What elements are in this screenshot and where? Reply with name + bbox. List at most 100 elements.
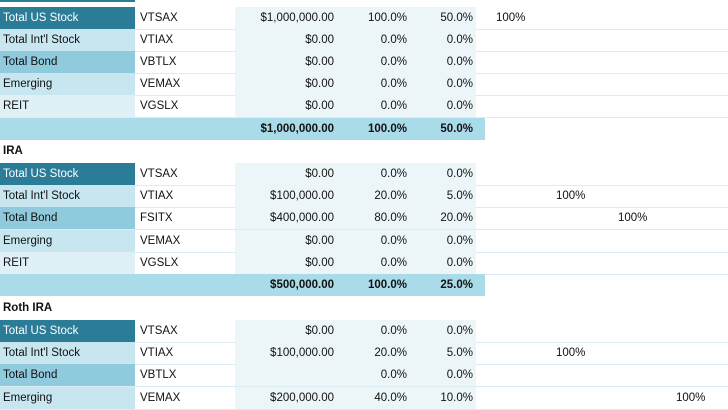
section-percent-cell[interactable]: 100.0% bbox=[337, 7, 410, 29]
total-percent-cell[interactable]: 50.0% bbox=[410, 7, 476, 29]
table-row: REIT VGSLX $0.00 0.0% 0.0% bbox=[0, 252, 728, 275]
total-amount-cell[interactable]: $500,000.00 bbox=[270, 279, 334, 291]
amount-cell[interactable]: $100,000.00 bbox=[235, 342, 337, 364]
ticker-cell[interactable]: VTIAX bbox=[140, 34, 174, 46]
section-percent-cell[interactable]: 80.0% bbox=[337, 207, 410, 229]
amount-cell[interactable]: $200,000.00 bbox=[235, 387, 337, 409]
amount-cell[interactable]: $1,000,000.00 bbox=[235, 7, 337, 29]
ticker-cell[interactable]: VBTLX bbox=[140, 56, 177, 68]
amount-cell[interactable]: $0.00 bbox=[235, 29, 337, 51]
table-row: REIT VGSLX $0.00 0.0% 0.0% bbox=[0, 95, 728, 118]
section-percent-cell[interactable]: 0.0% bbox=[337, 95, 410, 117]
asset-class-cell[interactable]: Total Bond bbox=[0, 207, 135, 229]
amount-cell[interactable]: $0.00 bbox=[235, 320, 337, 342]
amount-cell[interactable]: $0.00 bbox=[235, 252, 337, 274]
total-amount-cell[interactable]: $1,000,000.00 bbox=[260, 123, 334, 135]
section-percent-cell[interactable]: 0.0% bbox=[337, 320, 410, 342]
asset-class-cell[interactable]: Total Int'l Stock bbox=[0, 185, 135, 207]
total-percent-cell[interactable]: 0.0% bbox=[410, 163, 476, 185]
section-total-row: $500,000.00 100.0% 25.0% bbox=[0, 274, 485, 296]
total-percent-cell[interactable]: 0.0% bbox=[410, 73, 476, 95]
total-percent-cell[interactable]: 10.0% bbox=[410, 387, 476, 409]
total-percent-cell[interactable]: 0.0% bbox=[410, 252, 476, 274]
asset-class-cell[interactable]: Total Int'l Stock bbox=[0, 342, 135, 364]
asset-class-cell[interactable]: Emerging bbox=[0, 387, 135, 409]
total-percent-cell[interactable]: 0.0% bbox=[410, 29, 476, 51]
total-percent-cell[interactable]: 0.0% bbox=[410, 230, 476, 252]
total-percent-cell[interactable]: 20.0% bbox=[410, 207, 476, 229]
section-label: Roth IRA bbox=[3, 302, 53, 314]
total-section-percent-cell[interactable]: 100.0% bbox=[367, 279, 407, 291]
table-row: Total Bond VBTLX 0.0% 0.0% bbox=[0, 364, 728, 387]
table-row: Total Bond VBTLX $0.00 0.0% 0.0% bbox=[0, 51, 728, 74]
ticker-cell[interactable]: FSITX bbox=[140, 212, 173, 224]
table-row: Emerging VEMAX $0.00 0.0% 0.0% bbox=[0, 73, 728, 96]
total-percent-cell[interactable]: 0.0% bbox=[410, 95, 476, 117]
allocation-extra-cell[interactable]: 100% bbox=[676, 392, 706, 404]
section-percent-cell[interactable]: 0.0% bbox=[337, 364, 410, 386]
section-label: IRA bbox=[3, 145, 23, 157]
total-portfolio-percent-cell[interactable]: 25.0% bbox=[440, 279, 473, 291]
section-percent-cell[interactable]: 0.0% bbox=[337, 252, 410, 274]
allocation-extra-cell[interactable]: 100% bbox=[618, 212, 648, 224]
asset-class-cell[interactable]: Total US Stock bbox=[0, 163, 135, 185]
table-row: Total Bond FSITX $400,000.00 80.0% 20.0% 100% bbox=[0, 207, 728, 230]
asset-class-cell[interactable]: Total Bond bbox=[0, 364, 135, 386]
amount-cell[interactable]: $0.00 bbox=[235, 51, 337, 73]
section-percent-cell[interactable]: 20.0% bbox=[337, 185, 410, 207]
total-percent-cell[interactable]: 0.0% bbox=[410, 320, 476, 342]
total-percent-cell[interactable]: 5.0% bbox=[410, 185, 476, 207]
asset-class-cell[interactable]: Total Bond bbox=[0, 51, 135, 73]
ticker-cell[interactable]: VBTLX bbox=[140, 369, 177, 381]
table-row: Emerging VEMAX $0.00 0.0% 0.0% bbox=[0, 230, 728, 253]
amount-cell[interactable]: $0.00 bbox=[235, 230, 337, 252]
asset-class-cell[interactable]: REIT bbox=[0, 252, 135, 274]
asset-class-cell[interactable]: Total US Stock bbox=[0, 320, 135, 342]
total-percent-cell[interactable]: 0.0% bbox=[410, 51, 476, 73]
table-row: Total US Stock VTSAX $0.00 0.0% 0.0% bbox=[0, 320, 728, 343]
table-row: Total Int'l Stock VTIAX $100,000.00 20.0% 5.… bbox=[0, 185, 728, 208]
table-row: Total US Stock VTSAX $1,000,000.00 100.0% 50… bbox=[0, 7, 728, 30]
amount-cell[interactable]: $400,000.00 bbox=[235, 207, 337, 229]
ticker-cell[interactable]: VTSAX bbox=[140, 12, 178, 24]
table-row: Total US Stock VTSAX $0.00 0.0% 0.0% bbox=[0, 163, 728, 186]
allocation-extra-cell[interactable]: 100% bbox=[496, 12, 526, 24]
section-percent-cell[interactable]: 40.0% bbox=[337, 387, 410, 409]
amount-cell[interactable]: $0.00 bbox=[235, 163, 337, 185]
amount-cell[interactable]: $0.00 bbox=[235, 73, 337, 95]
amount-cell[interactable] bbox=[235, 364, 337, 386]
asset-class-cell[interactable]: Total US Stock bbox=[0, 7, 135, 29]
ticker-cell[interactable]: VEMAX bbox=[140, 392, 181, 404]
asset-class-cell[interactable]: Emerging bbox=[0, 73, 135, 95]
ticker-cell[interactable]: VTIAX bbox=[140, 347, 174, 359]
total-percent-cell[interactable]: 0.0% bbox=[410, 364, 476, 386]
total-section-percent-cell[interactable]: 100.0% bbox=[367, 123, 407, 135]
header-cutoff-line bbox=[0, 0, 135, 2]
allocation-extra-cell[interactable]: 100% bbox=[556, 190, 586, 202]
table-row: Total Int'l Stock VTIAX $100,000.00 20.0% 5.… bbox=[0, 342, 728, 365]
section-percent-cell[interactable]: 0.0% bbox=[337, 51, 410, 73]
table-row: Emerging VEMAX $200,000.00 40.0% 10.0% 100% bbox=[0, 387, 728, 410]
asset-class-cell[interactable]: Total Int'l Stock bbox=[0, 29, 135, 51]
section-total-row: $1,000,000.00 100.0% 50.0% bbox=[0, 118, 485, 140]
ticker-cell[interactable]: VTSAX bbox=[140, 325, 178, 337]
ticker-cell[interactable]: VEMAX bbox=[140, 235, 181, 247]
ticker-cell[interactable]: VGSLX bbox=[140, 100, 179, 112]
table-row: Total Int'l Stock VTIAX $0.00 0.0% 0.0% bbox=[0, 29, 728, 52]
section-percent-cell[interactable]: 0.0% bbox=[337, 73, 410, 95]
ticker-cell[interactable]: VEMAX bbox=[140, 78, 181, 90]
asset-class-cell[interactable]: REIT bbox=[0, 95, 135, 117]
allocation-extra-cell[interactable]: 100% bbox=[556, 347, 586, 359]
section-percent-cell[interactable]: 0.0% bbox=[337, 29, 410, 51]
total-portfolio-percent-cell[interactable]: 50.0% bbox=[440, 123, 473, 135]
amount-cell[interactable]: $100,000.00 bbox=[235, 185, 337, 207]
section-percent-cell[interactable]: 0.0% bbox=[337, 163, 410, 185]
total-percent-cell[interactable]: 5.0% bbox=[410, 342, 476, 364]
section-percent-cell[interactable]: 0.0% bbox=[337, 230, 410, 252]
ticker-cell[interactable]: VTIAX bbox=[140, 190, 174, 202]
asset-class-cell[interactable]: Emerging bbox=[0, 230, 135, 252]
ticker-cell[interactable]: VGSLX bbox=[140, 257, 179, 269]
ticker-cell[interactable]: VTSAX bbox=[140, 168, 178, 180]
amount-cell[interactable]: $0.00 bbox=[235, 95, 337, 117]
section-percent-cell[interactable]: 20.0% bbox=[337, 342, 410, 364]
